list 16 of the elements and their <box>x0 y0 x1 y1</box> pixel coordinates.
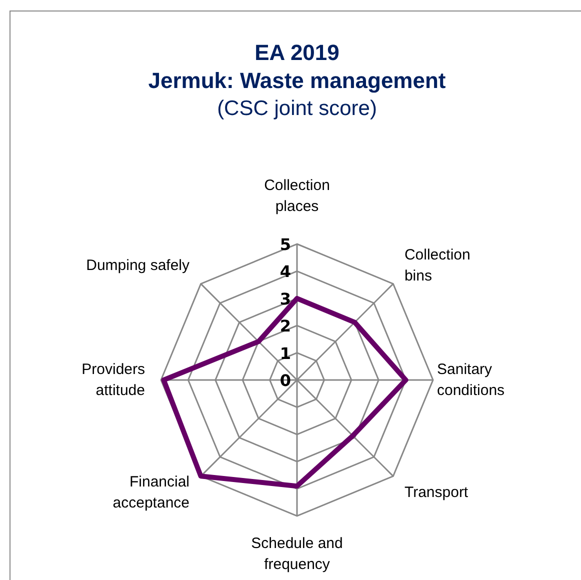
chart-subtitle: (CSC joint score) <box>217 97 377 120</box>
y-tick-label: 2 <box>280 316 291 336</box>
spoke-label: Dumping safely <box>86 257 190 274</box>
y-tick-label: 5 <box>280 235 291 254</box>
y-tick-label: 3 <box>280 289 291 308</box>
spoke-label: Transport <box>404 484 469 501</box>
y-tick-label: 0 <box>280 371 291 390</box>
spoke-label: Financial acceptance <box>112 473 190 512</box>
spoke-label: Providers attitude <box>82 361 145 399</box>
spoke-label: Sanitary conditions <box>437 361 505 399</box>
spoke-label: Schedule and frequency <box>251 535 343 573</box>
spoke-label: Collection bins <box>404 246 470 285</box>
chart-title: EA 2019 Jermuk: Waste management <box>148 40 446 93</box>
y-tick-label: 4 <box>280 262 291 282</box>
spoke-label: Collection places <box>264 177 330 215</box>
y-tick-label: 1 <box>280 344 291 363</box>
